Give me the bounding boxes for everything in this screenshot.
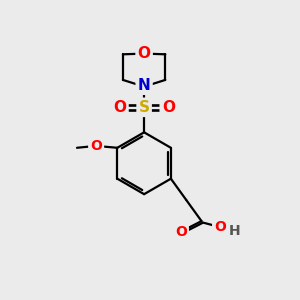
Text: O: O	[138, 46, 151, 61]
Text: O: O	[175, 225, 187, 239]
Text: O: O	[214, 220, 226, 234]
Text: O: O	[113, 100, 127, 115]
Text: N: N	[138, 78, 151, 93]
Text: O: O	[162, 100, 175, 115]
Text: S: S	[139, 100, 150, 115]
Text: O: O	[90, 139, 102, 153]
Text: H: H	[228, 224, 240, 239]
